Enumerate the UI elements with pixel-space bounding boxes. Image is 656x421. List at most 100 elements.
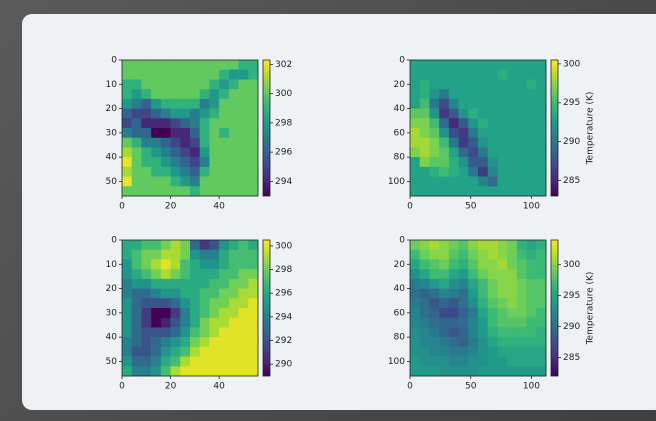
heatmap-cell	[219, 308, 229, 318]
heatmap-cell	[229, 366, 239, 376]
heatmap-cell	[239, 128, 249, 138]
heatmap-cell	[517, 318, 527, 328]
heatmap-cell	[229, 337, 239, 347]
heatmap-cell	[161, 70, 171, 80]
heatmap-cell	[209, 347, 219, 357]
heatmap-cell	[161, 269, 171, 279]
heatmap-cell	[517, 347, 527, 357]
heatmap-cell	[141, 259, 151, 269]
heatmap-cell	[429, 167, 439, 177]
heatmap-cell	[517, 186, 527, 196]
heatmap-cell	[429, 308, 439, 318]
heatmap-cell	[497, 357, 507, 367]
heatmap-cell	[151, 186, 161, 196]
y-tick-label: 40	[106, 153, 118, 163]
heatmap-cell	[497, 259, 507, 269]
heatmap-cell	[132, 366, 142, 376]
heatmap-cell	[517, 89, 527, 99]
heatmap-cell	[420, 298, 430, 308]
heatmap-cell	[161, 79, 171, 89]
heatmap-cell	[219, 250, 229, 260]
heatmap-cell	[459, 357, 469, 367]
heatmap-cell	[239, 357, 249, 367]
heatmap-cell	[420, 318, 430, 328]
heatmap-cell	[200, 279, 210, 289]
heatmap-cell	[200, 99, 210, 109]
heatmap-cell	[122, 89, 132, 99]
heatmap-cell	[180, 79, 190, 89]
heatmap-cell	[141, 118, 151, 128]
heatmap-cell	[536, 347, 546, 357]
heatmap-cell	[190, 89, 200, 99]
heatmap-cell	[190, 177, 200, 187]
heatmap-cell	[122, 186, 132, 196]
heatmap-cell	[122, 99, 132, 109]
heatmap-cell	[488, 357, 498, 367]
heatmap-cell	[209, 147, 219, 157]
heatmap-cell	[429, 347, 439, 357]
heatmap-cell	[132, 357, 142, 367]
y-tick-label: 0	[399, 56, 405, 66]
heatmap-cell	[122, 279, 132, 289]
heatmap-cell	[459, 60, 469, 70]
heatmap-cell	[507, 308, 517, 318]
heatmap-cell	[209, 157, 219, 167]
heatmap-cell	[449, 298, 459, 308]
heatmap-cell	[171, 240, 181, 250]
heatmap-cell	[229, 289, 239, 299]
heatmap-cell	[171, 298, 181, 308]
heatmap-cell	[239, 79, 249, 89]
heatmap-cell	[449, 70, 459, 80]
heatmap-cell	[410, 327, 420, 337]
heatmap-cell	[161, 259, 171, 269]
heatmap-cell	[517, 279, 527, 289]
heatmap-cell	[429, 157, 439, 167]
heatmap-cell	[536, 60, 546, 70]
x-tick-label: 50	[465, 382, 477, 392]
heatmap-cell	[229, 118, 239, 128]
heatmap-cell	[171, 138, 181, 148]
heatmap-cell	[478, 118, 488, 128]
heatmap-cell	[429, 298, 439, 308]
heatmap-cell	[132, 337, 142, 347]
heatmap-cell	[410, 118, 420, 128]
heatmap-cell	[459, 250, 469, 260]
colorbar-label: Temperature (K)	[586, 92, 596, 166]
heatmap-cell	[507, 89, 517, 99]
heatmap-cell	[439, 118, 449, 128]
heatmap-cell	[190, 337, 200, 347]
heatmap-cell	[141, 357, 151, 367]
colorbar-tick-label: 294	[275, 312, 292, 322]
heatmap-cell	[527, 289, 537, 299]
heatmap-cell	[439, 240, 449, 250]
heatmap-cell	[219, 298, 229, 308]
heatmap-cell	[132, 128, 142, 138]
heatmap-cell	[429, 99, 439, 109]
colorbar-tick-label: 296	[275, 148, 292, 158]
heatmap-cell	[497, 79, 507, 89]
heatmap-cell	[122, 157, 132, 167]
heatmap-cell	[161, 250, 171, 260]
heatmap-cell	[161, 366, 171, 376]
heatmap-cell	[239, 177, 249, 187]
y-tick-label: 60	[394, 308, 406, 318]
heatmap-cell	[497, 99, 507, 109]
heatmap-cell	[229, 128, 239, 138]
heatmap-cell	[180, 147, 190, 157]
heatmap-cell	[239, 327, 249, 337]
heatmap-cell	[180, 269, 190, 279]
heatmap-cell	[200, 259, 210, 269]
heatmap-cell	[180, 250, 190, 260]
heatmap-cell	[468, 289, 478, 299]
heatmap-cell	[132, 186, 142, 196]
heatmap-cell	[122, 318, 132, 328]
heatmap-cell	[536, 318, 546, 328]
heatmap-cell	[171, 366, 181, 376]
heatmap-cell	[171, 269, 181, 279]
heatmap-cell	[507, 118, 517, 128]
heatmap-cell	[209, 298, 219, 308]
y-tick-label: 40	[394, 104, 406, 114]
heatmap-cell	[536, 269, 546, 279]
heatmap-cell	[141, 186, 151, 196]
heatmap-cell	[497, 147, 507, 157]
